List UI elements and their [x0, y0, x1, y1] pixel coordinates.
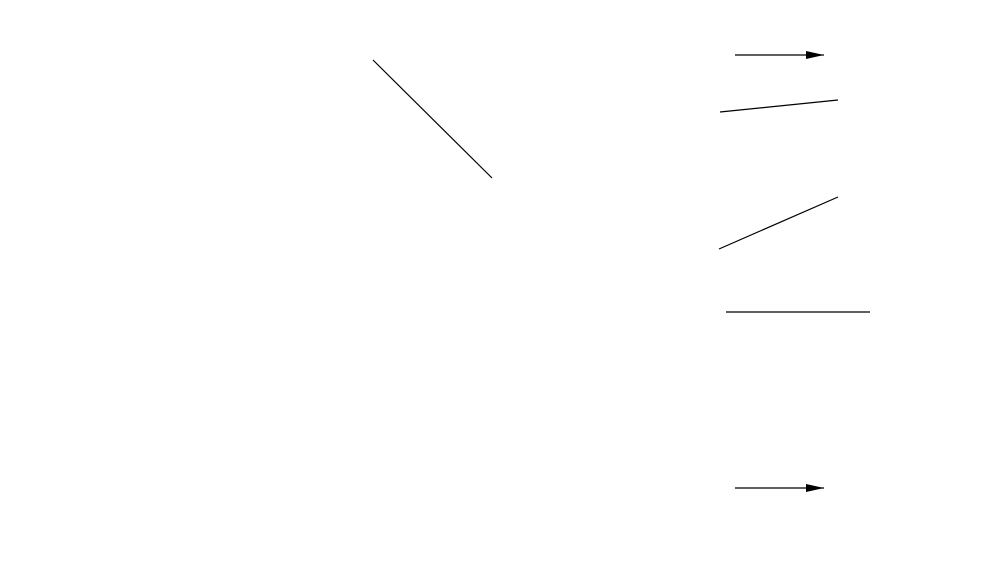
callout-5-leader — [373, 60, 492, 178]
callout-11-leader — [720, 100, 838, 112]
section-arrow-top — [806, 51, 824, 59]
callout-10-leader — [719, 197, 838, 249]
callout-5 — [373, 60, 492, 178]
callout-10 — [719, 197, 838, 249]
section-mark-bottom — [735, 484, 824, 492]
callout-11 — [720, 100, 838, 112]
section-arrow-bottom — [806, 484, 824, 492]
section-mark-top — [735, 51, 824, 59]
